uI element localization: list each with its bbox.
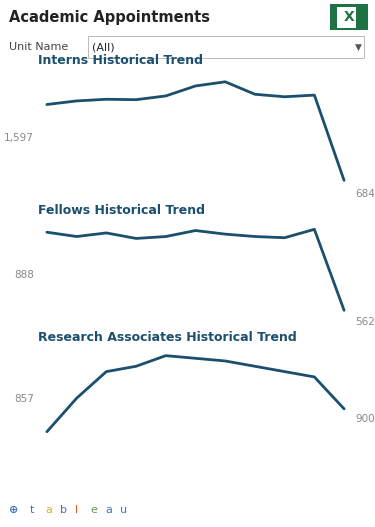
Text: l: l <box>75 505 78 515</box>
FancyBboxPatch shape <box>337 7 356 28</box>
Text: u: u <box>120 505 127 515</box>
Text: Research Associates Historical Trend: Research Associates Historical Trend <box>38 331 297 344</box>
Text: 562: 562 <box>355 317 375 327</box>
Text: Fellows Historical Trend: Fellows Historical Trend <box>38 204 205 217</box>
Text: 857: 857 <box>14 394 34 404</box>
Text: 1,597: 1,597 <box>4 133 34 143</box>
Text: t: t <box>30 505 34 515</box>
Text: 684: 684 <box>355 189 375 199</box>
Text: a: a <box>105 505 112 515</box>
Text: 888: 888 <box>14 270 34 280</box>
Text: Academic Appointments: Academic Appointments <box>9 10 210 25</box>
Text: Unit Name: Unit Name <box>9 42 69 52</box>
Text: a: a <box>45 505 52 515</box>
Text: ⊕: ⊕ <box>9 505 19 515</box>
Text: b: b <box>60 505 67 515</box>
Text: ▼: ▼ <box>355 43 362 52</box>
Text: e: e <box>90 505 97 515</box>
Text: 900: 900 <box>355 414 375 424</box>
Text: X: X <box>344 10 354 24</box>
FancyBboxPatch shape <box>88 36 364 58</box>
Text: (All): (All) <box>92 42 114 52</box>
Text: Interns Historical Trend: Interns Historical Trend <box>38 54 203 67</box>
